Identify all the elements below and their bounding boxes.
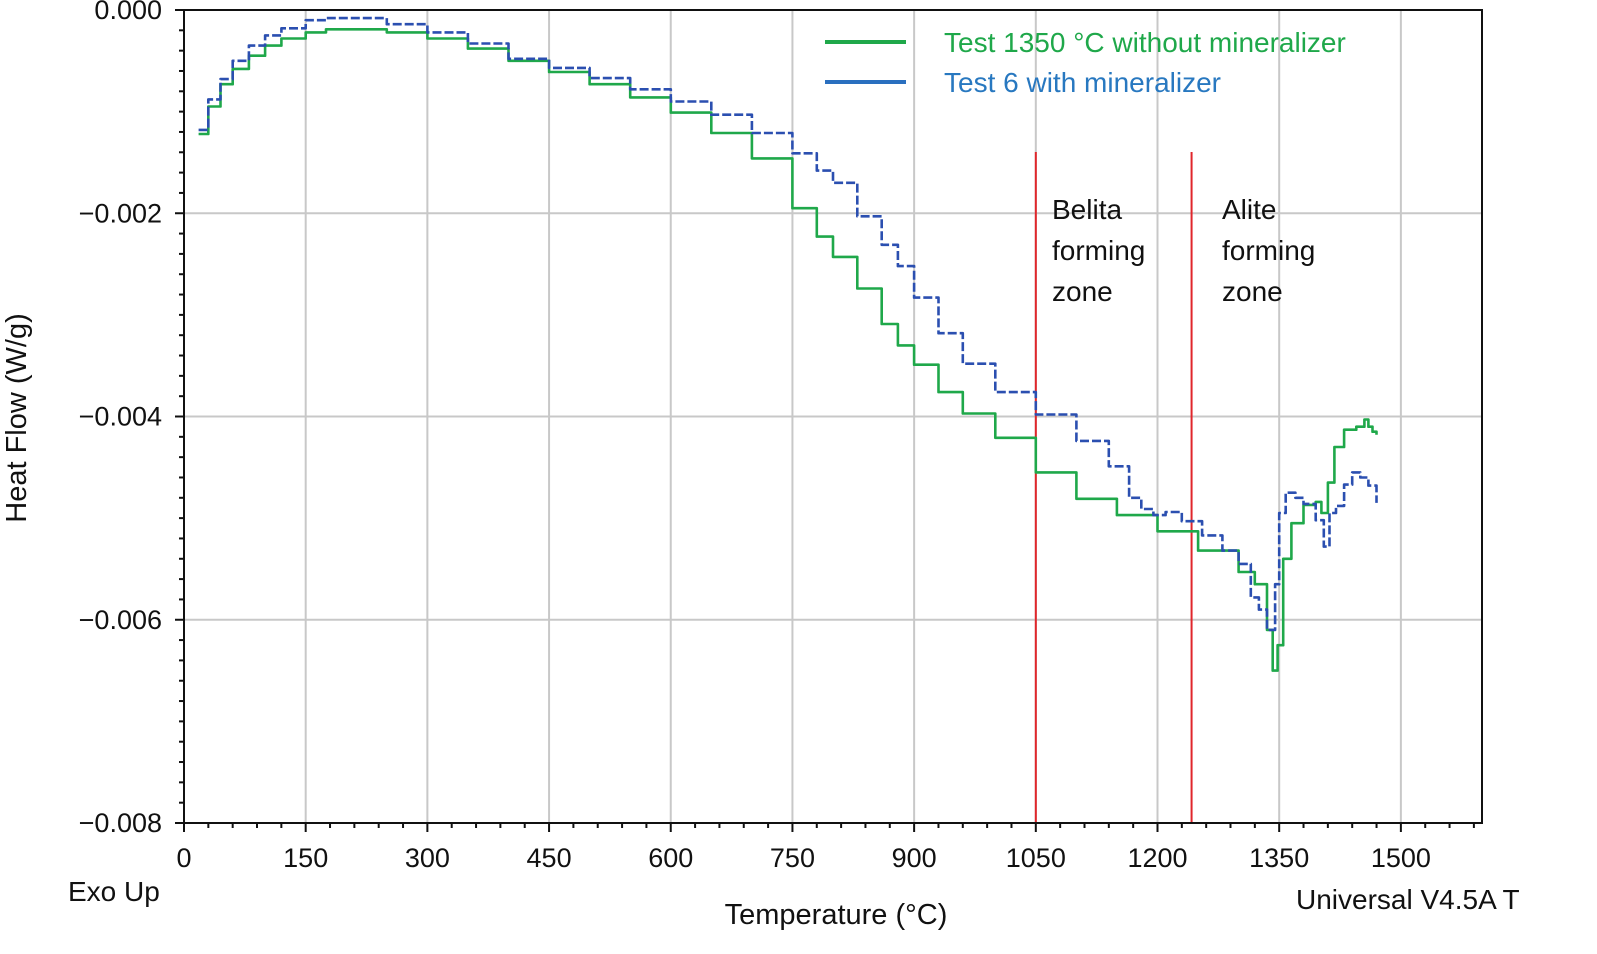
series-line-without-mineralizer [198,28,1378,672]
y-tick-label: 0.000 [94,0,162,25]
data-series [198,16,1378,672]
exo-up-label: Exo Up [68,876,160,907]
zone-labels: Belita forming zone Alite forming zone [1052,194,1315,307]
x-axis-ticks: 0 150 300 450 600 750 900 1050 1200 1350 1500 [176,823,1475,873]
x-tick-label: 1350 [1249,843,1309,873]
x-tick-label: 1200 [1127,843,1187,873]
x-tick-label: 900 [892,843,937,873]
y-axis-ticks: 0.000 −0.002 −0.004 −0.006 −0.008 [79,0,184,838]
y-tick-label: −0.008 [79,808,162,838]
grid-lines [184,10,1482,823]
alite-zone-label: zone [1222,276,1283,307]
x-tick-label: 0 [176,843,191,873]
belita-zone-label: forming [1052,235,1145,266]
zone-markers [1034,152,1193,823]
belita-zone-label: zone [1052,276,1113,307]
x-axis-title: Temperature (°C) [725,899,948,931]
x-tick-label: 150 [283,843,328,873]
y-tick-label: −0.004 [79,402,162,432]
x-tick-label: 750 [770,843,815,873]
legend: Test 1350 °C without mineralizer Test 6 w… [825,27,1346,98]
y-axis-title: Heat Flow (W/g) [1,313,33,522]
series-line-with-mineralizer [198,16,1378,632]
y-tick-label: −0.006 [79,605,162,635]
alite-zone-label: Alite [1222,194,1276,225]
x-tick-label: 1050 [1006,843,1066,873]
x-tick-label: 300 [405,843,450,873]
legend-entry-with-mineralizer-label: Test 6 with mineralizer [944,67,1221,98]
legend-entry-without-mineralizer-label: Test 1350 °C without mineralizer [944,27,1346,58]
x-tick-label: 450 [527,843,572,873]
y-tick-label: −0.002 [79,198,162,228]
software-version-label: Universal V4.5A T [1296,884,1520,915]
x-tick-label: 1500 [1371,843,1431,873]
alite-zone-label: forming [1222,235,1315,266]
x-tick-label: 600 [648,843,693,873]
belita-zone-label: Belita [1052,194,1122,225]
